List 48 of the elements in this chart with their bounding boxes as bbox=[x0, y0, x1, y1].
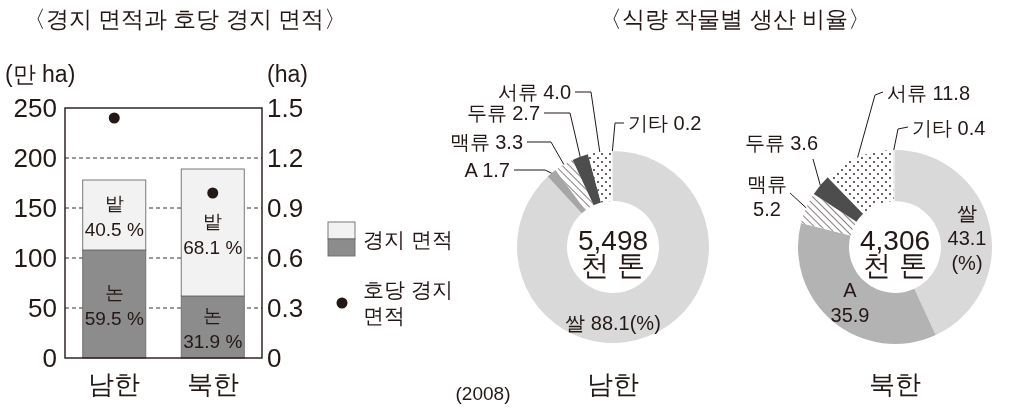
label: 기타 0.4 bbox=[912, 117, 986, 139]
tick: 0 bbox=[42, 343, 57, 373]
series-name: 밭 bbox=[104, 193, 124, 214]
annotation: (2008) bbox=[455, 383, 511, 404]
label: 맥류 bbox=[747, 173, 787, 195]
xlabel: 남한 bbox=[587, 369, 639, 399]
title: 〈식량 작물별 생산 비율〉 bbox=[598, 6, 872, 32]
legend: 호당 경지 bbox=[363, 278, 453, 301]
label: 기타 0.2 bbox=[628, 112, 702, 134]
label: 서류 11.8 bbox=[887, 82, 970, 104]
category: 북한 bbox=[186, 369, 239, 399]
label: 쌀 bbox=[957, 202, 977, 224]
annotation: 31.9 % bbox=[183, 331, 243, 352]
label: 쌀 88.1(%) bbox=[565, 312, 661, 334]
tick: 150 bbox=[13, 193, 57, 223]
tick: 50 bbox=[28, 293, 57, 323]
legend: 면적 bbox=[363, 304, 405, 327]
label: A bbox=[843, 279, 857, 301]
label: 맥류 3.3 bbox=[449, 131, 523, 153]
tick: 200 bbox=[13, 143, 57, 173]
tick: 0.9 bbox=[267, 193, 304, 223]
tick: 0.3 bbox=[267, 293, 304, 323]
label: A 1.7 bbox=[464, 159, 510, 181]
annotation: 40.5 % bbox=[84, 219, 144, 240]
tick: 1.5 bbox=[267, 93, 304, 123]
label: 5.2 bbox=[753, 198, 781, 220]
series-name: 논 bbox=[203, 305, 223, 326]
tick: 1.2 bbox=[267, 143, 304, 173]
tick: 250 bbox=[13, 93, 57, 123]
label: 두류 2.7 bbox=[466, 102, 540, 124]
annotation: 59.5 % bbox=[84, 308, 144, 329]
ylabel: (만 ha) bbox=[5, 61, 76, 87]
tick: 0 bbox=[267, 343, 282, 373]
label: 35.9 bbox=[830, 304, 870, 326]
series-name: 논 bbox=[104, 282, 124, 303]
label: (%) bbox=[951, 252, 983, 274]
series-name: 밭 bbox=[203, 210, 223, 232]
xlabel: 북한 bbox=[869, 369, 921, 399]
label: 43.1 bbox=[947, 227, 987, 249]
tick: 0.6 bbox=[267, 243, 304, 273]
legend: 경지 면적 bbox=[363, 228, 453, 251]
title: 〈경지 면적과 호당 경지 면적〉 bbox=[22, 6, 348, 32]
category: 남한 bbox=[88, 369, 141, 399]
label: 두류 3.6 bbox=[744, 132, 818, 154]
y2label: (ha) bbox=[267, 61, 308, 87]
label: 서류 4.0 bbox=[497, 81, 571, 103]
annotation: 68.1 % bbox=[183, 236, 243, 258]
tick: 100 bbox=[13, 243, 57, 273]
